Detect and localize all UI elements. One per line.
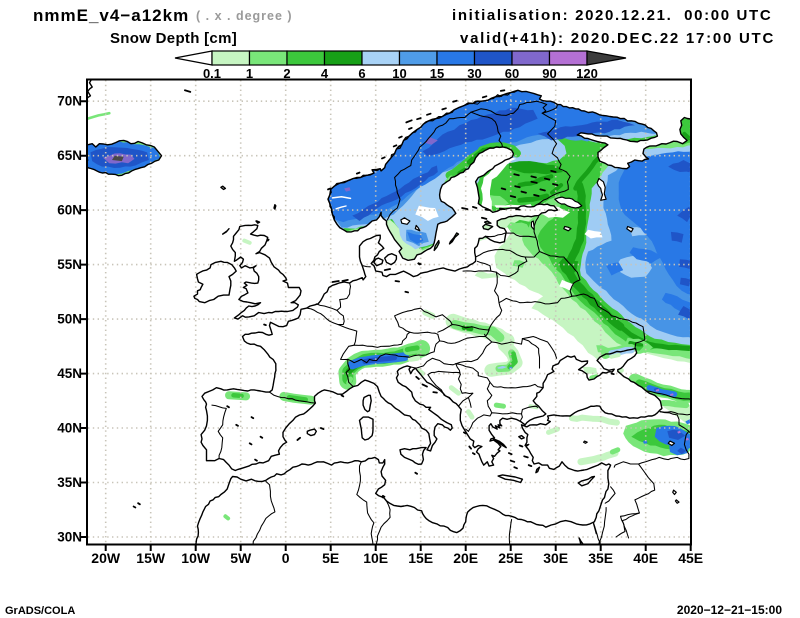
svg-text:55N: 55N [57, 257, 82, 272]
svg-text:45N: 45N [57, 366, 82, 381]
svg-text:30: 30 [467, 66, 481, 81]
svg-text:6: 6 [358, 66, 365, 81]
svg-text:4: 4 [321, 66, 329, 81]
svg-text:15: 15 [430, 66, 444, 81]
svg-text:40E: 40E [633, 550, 658, 566]
svg-text:35E: 35E [588, 550, 613, 566]
svg-text:30N: 30N [57, 530, 82, 545]
svg-text:initialisation: 2020.12.21. 0: initialisation: 2020.12.21. 00:00 UTC [452, 7, 772, 24]
svg-text:15W: 15W [136, 550, 166, 566]
svg-text:2020−12−21−15:00: 2020−12−21−15:00 [677, 603, 782, 617]
svg-text:5W: 5W [230, 550, 252, 566]
svg-text:50N: 50N [57, 312, 82, 327]
svg-text:35N: 35N [57, 475, 82, 490]
svg-text:90: 90 [542, 66, 556, 81]
svg-text:20W: 20W [91, 550, 121, 566]
svg-text:25E: 25E [498, 550, 523, 566]
svg-text:Snow Depth [cm]: Snow Depth [cm] [110, 30, 237, 47]
svg-text:30E: 30E [543, 550, 568, 566]
svg-text:10W: 10W [181, 550, 211, 566]
svg-text:70N: 70N [57, 94, 82, 109]
svg-text:40N: 40N [57, 421, 82, 436]
svg-text:15E: 15E [408, 550, 433, 566]
svg-text:10: 10 [392, 66, 406, 81]
svg-text:45E: 45E [678, 550, 703, 566]
svg-text:10E: 10E [363, 550, 388, 566]
svg-text:65N: 65N [57, 148, 82, 163]
svg-text:60: 60 [505, 66, 519, 81]
svg-text:120: 120 [576, 66, 598, 81]
svg-text:GrADS/COLA: GrADS/COLA [5, 605, 75, 617]
svg-text:20E: 20E [453, 550, 478, 566]
svg-text:0: 0 [282, 550, 290, 566]
svg-text:2: 2 [283, 66, 290, 81]
svg-text:0.1: 0.1 [203, 66, 221, 81]
svg-text:valid(+41h): 2020.DEC.22 17:00: valid(+41h): 2020.DEC.22 17:00 UTC [460, 30, 775, 47]
svg-text:60N: 60N [57, 203, 82, 218]
svg-text:( . x . degree ): ( . x . degree ) [196, 9, 293, 23]
svg-text:1: 1 [246, 66, 253, 81]
svg-text:5E: 5E [322, 550, 339, 566]
svg-text:nmmE_v4−a12km: nmmE_v4−a12km [33, 6, 189, 25]
